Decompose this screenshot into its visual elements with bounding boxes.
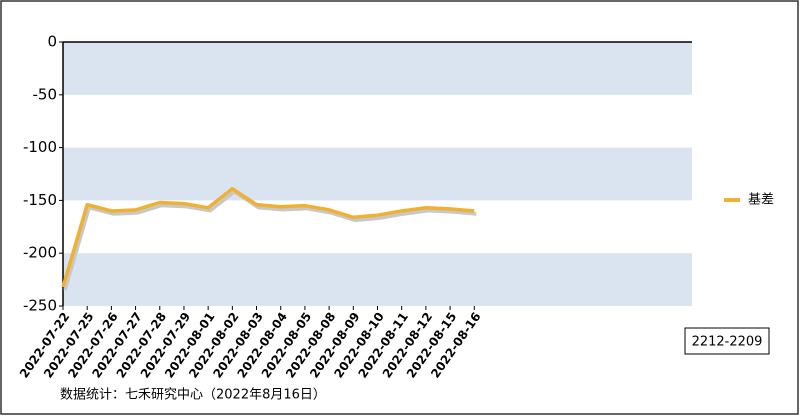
series-line <box>61 187 475 288</box>
band <box>63 147 692 201</box>
line-shadow <box>63 189 477 291</box>
contract-box <box>684 327 770 355</box>
footer: 数据统计：七禾研究中心（2022年8月16日） <box>60 388 326 403</box>
band <box>63 42 692 95</box>
y-tick-label: -50 <box>33 85 58 103</box>
contract-label: 2212-2209 <box>692 335 763 350</box>
y-tick-label: -250 <box>23 297 57 315</box>
plot-area: 0-50-100-150-200-2502022-07-222022-07-25… <box>17 33 692 381</box>
band <box>63 253 692 306</box>
legend-label: 基差 <box>748 193 774 208</box>
y-tick-label: -150 <box>23 191 57 209</box>
y-tick-label: 0 <box>47 33 57 51</box>
y-tick-label: -200 <box>23 244 57 262</box>
y-tick-label: -100 <box>23 138 57 156</box>
